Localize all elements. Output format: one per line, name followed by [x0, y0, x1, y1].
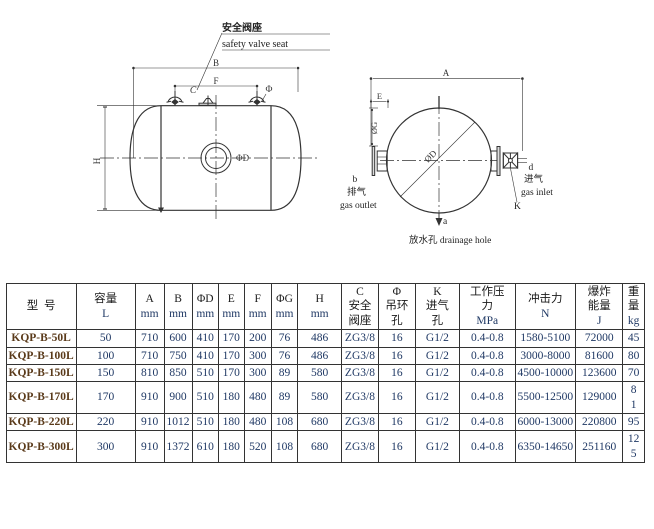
svg-text:E: E	[377, 91, 382, 101]
svg-text:C: C	[190, 86, 197, 96]
svg-text:进气: 进气	[524, 173, 544, 185]
svg-text:b: b	[353, 175, 358, 185]
svg-text:safety valve seat: safety valve seat	[222, 39, 288, 50]
svg-text:gas inlet: gas inlet	[521, 188, 553, 198]
svg-text:H: H	[92, 157, 102, 164]
svg-text:F: F	[213, 76, 218, 86]
svg-text:a: a	[443, 217, 448, 227]
svg-text:K: K	[514, 202, 521, 212]
svg-text:安全阀座: 安全阀座	[222, 21, 262, 34]
svg-text:A: A	[443, 68, 450, 78]
svg-text:d: d	[529, 163, 534, 173]
svg-text:B: B	[213, 58, 219, 68]
svg-text:ØD: ØD	[422, 148, 439, 165]
svg-text:Φ: Φ	[266, 85, 273, 95]
svg-text:排气: 排气	[347, 186, 367, 198]
svg-text:放水孔 drainage hole: 放水孔 drainage hole	[409, 234, 491, 246]
svg-text:ΦD: ΦD	[236, 153, 250, 163]
svg-text:ØG: ØG	[369, 122, 379, 134]
svg-text:gas outlet: gas outlet	[340, 201, 377, 211]
